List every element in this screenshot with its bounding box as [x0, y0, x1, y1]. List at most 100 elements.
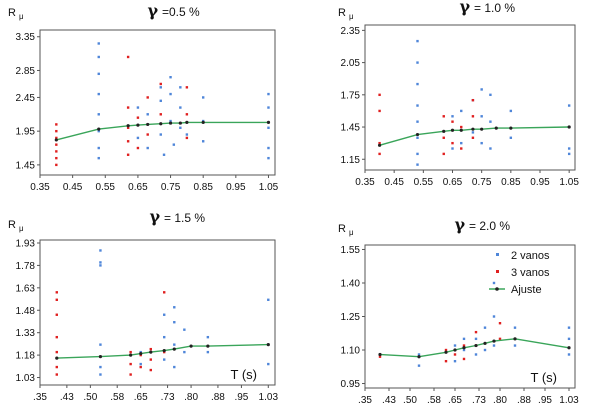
data-point-3v	[55, 163, 58, 167]
fit-marker	[459, 128, 463, 132]
x-tick-label: 0.75	[161, 182, 181, 193]
x-tick-label: .65	[448, 395, 462, 406]
fit-marker	[378, 352, 382, 357]
data-point-3v	[55, 365, 58, 369]
data-point-2v	[163, 335, 166, 339]
x-tick-label: .95	[538, 395, 552, 406]
data-point-2v	[169, 92, 172, 96]
legend-label-fit: Ajuste	[511, 284, 542, 296]
data-point-3v	[442, 115, 445, 118]
y-tick-label: 1.18	[16, 351, 36, 362]
data-point-2v	[201, 96, 205, 99]
legend-label-3v: 3 vanos	[511, 267, 550, 279]
data-point-3v	[126, 126, 130, 129]
y-tick-label: 1.75	[341, 90, 361, 101]
data-point-2v	[462, 337, 466, 341]
data-point-2v	[139, 362, 142, 366]
data-point-2v	[169, 76, 172, 79]
fit-marker	[462, 346, 466, 350]
data-point-3v	[442, 152, 445, 156]
data-point-3v	[451, 120, 454, 123]
fit-marker	[162, 349, 166, 353]
y-tick-label: 2.85	[16, 66, 36, 77]
x-tick-label: 1.03	[559, 395, 579, 406]
data-point-2v	[201, 140, 205, 143]
data-point-3v	[471, 98, 475, 102]
data-point-3v	[55, 298, 58, 301]
x-tick-label: 0.95	[530, 177, 550, 188]
data-point-2v	[416, 163, 419, 166]
data-point-2v	[416, 39, 419, 43]
data-point-2v	[146, 113, 149, 116]
data-point-3v	[55, 156, 58, 160]
y-axis-label: R	[338, 223, 346, 235]
x-tick-label: 1.05	[559, 177, 579, 188]
data-point-2v	[206, 350, 210, 354]
data-point-3v	[451, 141, 454, 145]
x-tick-label: 1.05	[259, 182, 279, 193]
y-tick-label: 1.93	[16, 238, 36, 249]
chart-title-text: = 2.0 %	[469, 219, 510, 233]
fit-marker	[97, 127, 101, 131]
data-point-2v	[267, 146, 270, 150]
y-axis-label: R	[338, 7, 346, 19]
fit-marker	[136, 123, 140, 127]
fit-marker	[146, 122, 150, 127]
x-tick-label: 0.85	[501, 177, 521, 188]
data-point-2v	[416, 120, 419, 123]
data-point-3v	[159, 82, 162, 86]
data-point-3v	[146, 133, 149, 136]
data-point-3v	[146, 96, 149, 99]
x-tick-label: .58	[427, 395, 441, 406]
data-point-2v	[513, 326, 517, 329]
data-point-2v	[462, 348, 466, 352]
data-point-3v	[460, 147, 463, 150]
data-point-2v	[163, 313, 166, 316]
x-tick-label: 0.55	[96, 182, 116, 193]
data-point-2v	[97, 42, 100, 45]
data-point-3v	[55, 350, 58, 354]
legend-swatch-3v	[496, 270, 499, 273]
data-point-3v	[462, 344, 466, 347]
data-point-2v	[416, 82, 419, 86]
data-point-3v	[378, 93, 381, 97]
y-axis-label-subscript: μ	[19, 224, 24, 233]
data-point-2v	[185, 133, 189, 136]
data-point-3v	[129, 373, 132, 376]
data-point-3v	[129, 350, 132, 354]
data-point-2v	[453, 359, 457, 363]
data-point-2v	[163, 358, 166, 361]
data-point-2v	[471, 131, 475, 134]
y-tick-label: 2.45	[16, 93, 36, 104]
fit-marker	[126, 124, 130, 128]
data-point-2v	[567, 337, 571, 341]
fit-marker	[453, 348, 457, 352]
x-tick-label: 0.35	[355, 177, 375, 188]
data-point-3v	[460, 125, 463, 129]
data-point-3v	[55, 143, 58, 146]
fit-line	[56, 121, 269, 141]
data-point-3v	[159, 113, 162, 116]
data-point-2v	[480, 141, 483, 145]
data-point-2v	[206, 335, 210, 339]
y-tick-label: 1.25	[341, 312, 361, 323]
legend-marker-ajuste	[495, 287, 499, 291]
fit-marker	[129, 353, 133, 357]
fit-marker	[474, 343, 478, 348]
fit-marker	[567, 346, 571, 350]
chart-2: 1.15 1.45 1.75 2.05 2.35 0.35 0.45 0.55 0.65 0.75…	[338, 0, 579, 188]
fit-marker	[480, 127, 484, 131]
fit-marker	[149, 350, 153, 354]
data-point-2v	[483, 326, 487, 329]
data-point-3v	[126, 153, 130, 156]
data-point-2v	[97, 72, 100, 76]
x-tick-label: .65	[134, 392, 148, 403]
fit-marker	[201, 120, 205, 124]
fit-marker	[159, 122, 163, 126]
data-point-3v	[149, 358, 152, 361]
data-point-2v	[159, 86, 162, 89]
fit-marker	[442, 129, 446, 133]
data-point-3v	[126, 106, 130, 109]
data-point-2v	[416, 136, 419, 139]
